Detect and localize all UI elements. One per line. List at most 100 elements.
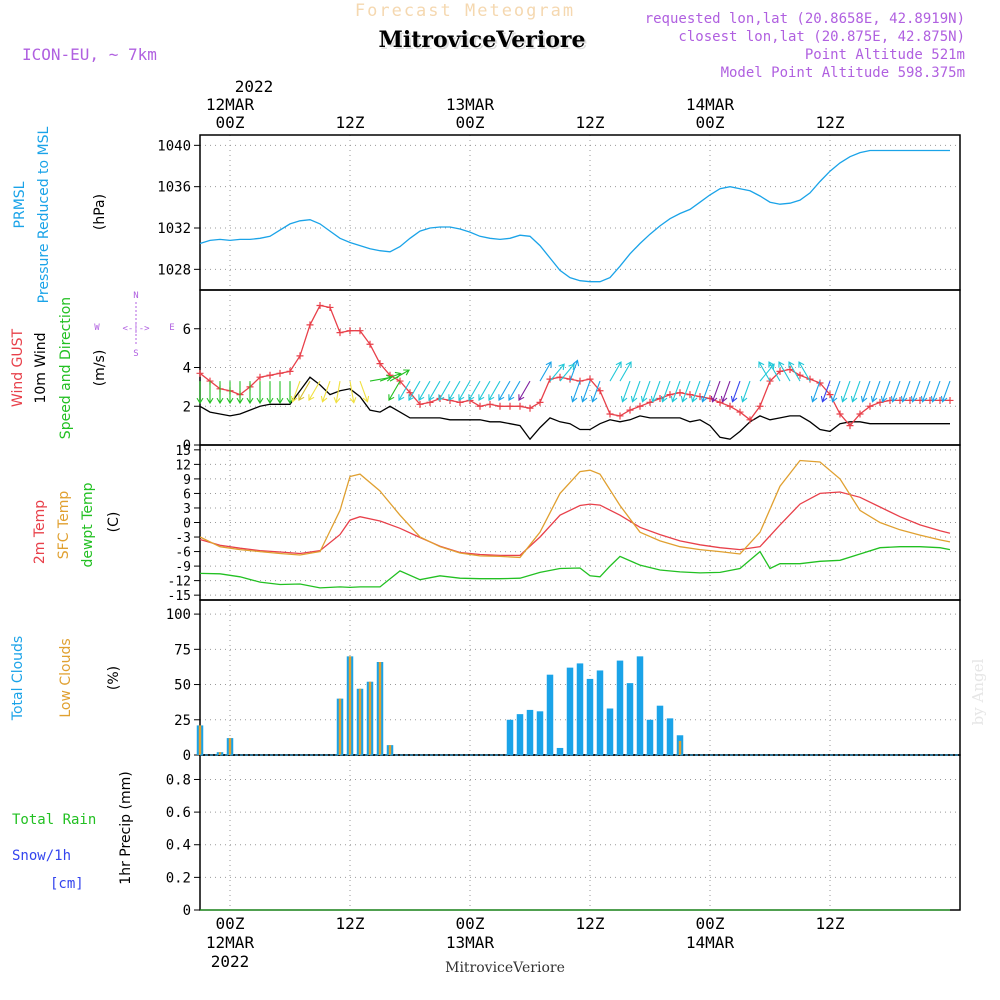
wind-direction-arrow <box>320 380 331 403</box>
wind-direction-arrow <box>388 380 401 402</box>
total-cloud-bar <box>586 678 594 755</box>
wind-direction-arrow <box>660 380 671 403</box>
gust-marker <box>256 373 264 381</box>
low-cloud-bar <box>388 745 392 755</box>
wind-direction-arrow <box>290 380 301 403</box>
low-cloud-bar <box>678 740 682 755</box>
total-rain-label: Total Rain <box>12 812 96 828</box>
gust-marker <box>366 340 374 348</box>
pressure-tick-label: 1040 <box>157 138 191 154</box>
model-label: ICON-EU, ~ 7km <box>22 45 157 64</box>
temp-tick-label: -9 <box>175 560 191 575</box>
gust-marker <box>506 402 514 410</box>
total-cloud-bar <box>566 667 574 755</box>
total-cloud-bar <box>556 747 564 755</box>
gust-marker <box>356 327 364 335</box>
wind-direction-arrow <box>900 380 911 403</box>
wind-direction-arrow <box>333 381 341 404</box>
compass-w: W <box>94 323 100 333</box>
wind-direction-arrow <box>569 359 580 382</box>
closest-coords: closest lon,lat (20.875E, 42.875N) <box>678 29 965 45</box>
wind-10m-label: 10m Wind <box>33 332 49 403</box>
wind-direction-arrow <box>398 380 411 402</box>
top-hour-label: 00Z <box>456 113 485 132</box>
gust-marker <box>416 400 424 408</box>
wind-direction-arrow <box>448 380 461 402</box>
compass-s: S <box>133 349 138 359</box>
wind-direction-arrow <box>820 380 831 403</box>
total-cloud-bar <box>626 683 634 755</box>
temp-tick-label: -6 <box>175 546 191 561</box>
gust-marker <box>786 365 794 373</box>
wind-direction-arrow <box>418 380 431 402</box>
wind-direction-arrow <box>468 380 481 402</box>
total-cloud-bar <box>606 708 614 755</box>
gust-marker <box>566 375 574 383</box>
wind-speed-dir-label: Speed and Direction <box>58 297 74 439</box>
wind-direction-arrow <box>680 380 691 403</box>
sfc-temp-label: SFC Temp <box>56 491 72 560</box>
gust-marker <box>746 416 754 424</box>
ghost-title: Forecast Meteogram <box>355 1 575 21</box>
wind-arrows <box>196 359 951 405</box>
wind-direction-arrow <box>570 380 581 403</box>
total-cloud-bar <box>526 709 534 755</box>
total-cloud-bar <box>536 711 544 755</box>
wind-direction-arrow <box>840 380 851 403</box>
top-year: 2022 <box>235 77 274 96</box>
top-hour-label: 12Z <box>336 113 365 132</box>
wind-direction-arrow <box>798 361 811 382</box>
gust-marker <box>856 410 864 418</box>
precip-unit: 1hr Precip (mm) <box>118 771 134 884</box>
wind-direction-arrow <box>758 361 771 382</box>
gust-marker <box>296 352 304 360</box>
gust-marker <box>686 391 694 399</box>
temp-tick-label: -3 <box>175 531 191 546</box>
watermark: by Angel <box>969 658 987 725</box>
wind-gust-label: Wind GUST <box>10 328 26 407</box>
compass-e: E <box>169 323 174 333</box>
wind-direction-arrow <box>730 380 741 403</box>
temp-tick-label: 9 <box>183 473 191 488</box>
bottom-hour-label: 00Z <box>216 914 245 933</box>
temp-labels: 2m Temp SFC Temp dewpt Temp (C) <box>32 482 122 567</box>
snow-label: Snow/1h <box>12 848 71 864</box>
wind-direction-arrow <box>620 380 631 403</box>
wind-direction-arrow <box>788 361 801 382</box>
precip-tick-label: 0.4 <box>166 838 191 854</box>
wind-direction-arrow <box>710 380 721 403</box>
wind-direction-arrow <box>216 381 224 405</box>
wind-direction-arrow <box>920 380 931 403</box>
precip-tick-label: 0.2 <box>166 870 191 886</box>
gust-marker <box>376 360 384 368</box>
top-date-label: 12MAR <box>206 95 255 114</box>
total-cloud-bar <box>596 670 604 755</box>
wind-direction-arrow <box>940 380 951 403</box>
pressure-tick-label: 1028 <box>157 262 191 278</box>
temp-tick-label: 0 <box>183 517 191 532</box>
prmsl-label: PRMSL <box>12 181 28 228</box>
wind-unit: (m/s) <box>92 350 108 387</box>
pressure-labels: PRMSL Pressure Reduced to MSL (hPa) <box>12 126 108 303</box>
gust-marker <box>556 373 564 381</box>
gust-marker <box>396 377 404 385</box>
gust-marker <box>336 329 344 337</box>
wind-direction-arrow <box>619 361 632 382</box>
total-cloud-bar <box>666 718 674 755</box>
location-title-shadow: MitroviceVeriore <box>381 29 588 55</box>
bottom-hour-label: 12Z <box>816 914 845 933</box>
wind-tick-label: 4 <box>183 361 191 377</box>
wind-direction-arrow <box>246 381 254 405</box>
gust-marker <box>526 404 534 412</box>
top-hour-label: 12Z <box>576 113 605 132</box>
precip-labels: Total Rain Snow/1h [cm] 1hr Precip (mm) <box>12 771 134 892</box>
gust-marker <box>286 367 294 375</box>
wind-direction-arrow <box>256 381 264 405</box>
top-hour-label: 00Z <box>216 113 245 132</box>
data-lines <box>196 149 954 911</box>
pressure-tick-label: 1036 <box>157 180 191 196</box>
clouds-tick-label: 25 <box>174 713 191 729</box>
cloud-bars <box>196 656 960 756</box>
wind-direction-arrow <box>508 380 521 402</box>
